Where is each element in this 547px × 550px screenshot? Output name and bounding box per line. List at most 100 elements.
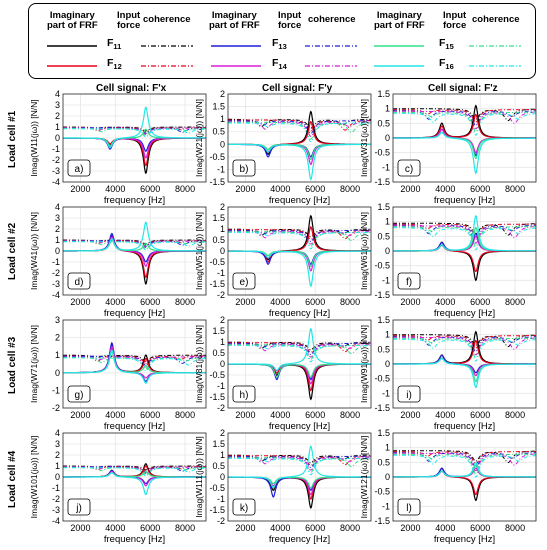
- y-tick-label: 1: [55, 235, 60, 245]
- y-tick-label: -1.5: [374, 177, 390, 187]
- panel-g: 2000 4000 6000 8000 -2 -1 0 1 2 3 frequency [Hz] Im…: [29, 315, 207, 432]
- coherence-line-F14: [228, 456, 371, 471]
- coherence-line-F14: [228, 121, 371, 137]
- x-tick-label: 2000: [400, 184, 420, 194]
- frf-line-F16: [63, 472, 206, 496]
- y-tick-label: -1: [382, 501, 390, 511]
- frf-line-F13: [393, 464, 536, 478]
- panel-b: 2000 4000 6000 8000 -1.5 -1 -0.5 0 0.5 1 1.5 2 frequ…: [194, 89, 372, 206]
- x-axis-label: frequency [Hz]: [104, 421, 165, 432]
- x-tick-label: 6000: [140, 297, 160, 307]
- panel-l: 2000 4000 6000 8000 -1.5 -1 -0.5 0 0.5 1 1.5 freque…: [359, 428, 537, 545]
- x-tick-label: 2000: [400, 297, 420, 307]
- y-tick-label: 3: [55, 439, 60, 449]
- y-tick-label: 1: [385, 443, 390, 453]
- x-tick-label: 4000: [435, 184, 455, 194]
- legend-input-header-line1: Input: [443, 10, 467, 21]
- legend-entry-sub: 14: [278, 62, 287, 72]
- frf-line-F11: [228, 110, 371, 155]
- legend-entry-sub: 13: [278, 42, 287, 52]
- x-tick-label: 8000: [340, 523, 360, 533]
- legend-coherence-header-2: coherence: [308, 14, 356, 25]
- coherence-line-F11: [393, 334, 536, 348]
- frf-line-F16: [393, 214, 536, 252]
- x-axis-label: frequency [Hz]: [434, 421, 495, 432]
- y-tick-label: -1: [217, 164, 225, 174]
- legend-frf-header-2: Imaginary part of FRF: [209, 11, 260, 31]
- legend-entry-label: F: [272, 57, 279, 69]
- y-tick-label: 2: [220, 315, 225, 325]
- coherence-line-F14: [228, 343, 371, 358]
- coherence-line-F15: [63, 240, 206, 250]
- y-tick-label: 0: [55, 368, 60, 378]
- legend-entry-f16: F16: [439, 57, 454, 71]
- axes-frame: [392, 432, 537, 522]
- frf-line-F13: [393, 128, 536, 157]
- y-tick-label: -2: [52, 494, 60, 504]
- y-tick-label: -1.5: [374, 290, 390, 300]
- x-tick-label: 8000: [175, 523, 195, 533]
- x-axis-label: frequency [Hz]: [104, 308, 165, 319]
- coherence-line-F13: [228, 455, 371, 469]
- x-tick-label: 4000: [105, 523, 125, 533]
- y-tick-label: 3: [55, 100, 60, 110]
- coherence-line-F11: [393, 222, 536, 236]
- coherence-line-F16: [393, 338, 536, 362]
- y-tick-label: 0: [385, 246, 390, 256]
- x-tick-label: 8000: [505, 523, 525, 533]
- y-tick-label: -1: [382, 275, 390, 285]
- coherence-line-F15: [393, 453, 536, 475]
- legend-frf-header-line1: Imaginary: [49, 10, 95, 21]
- panel-e: 2000 4000 6000 8000 -2-1.5-1-0.500.511.52 fre…: [194, 202, 372, 319]
- frf-line-F16: [63, 221, 206, 252]
- y-tick-label: 1: [220, 224, 225, 234]
- panel-h: 2000 4000 6000 8000 -2-1.5-1-0.500.511.52 fre…: [194, 315, 372, 432]
- y-tick-label: 1.5: [377, 202, 390, 212]
- column-header-z: Cell signal: F'z: [428, 83, 498, 94]
- y-tick-label: 1: [385, 217, 390, 227]
- legend-entry-f12: F12: [107, 57, 122, 71]
- x-tick-label: 2000: [400, 410, 420, 420]
- y-axis-label: Imag(W91(jω)) [N/N]: [359, 325, 369, 403]
- panel-tag-label: l): [406, 503, 412, 514]
- y-tick-label: 0.5: [377, 118, 390, 128]
- y-tick-label: 0: [220, 139, 225, 149]
- y-tick-label: -4: [52, 177, 60, 187]
- y-axis-label: Imag(W81(jω)) [N/N]: [194, 325, 204, 403]
- coherence-line-F12: [228, 342, 371, 353]
- x-tick-label: 8000: [175, 184, 195, 194]
- panel-tag-label: d): [75, 277, 84, 288]
- y-tick-label: -1.5: [209, 279, 225, 289]
- y-tick-label: -1: [217, 494, 225, 504]
- y-tick-label: -1.5: [209, 392, 225, 402]
- y-tick-label: 4: [55, 428, 60, 438]
- y-tick-label: 0.5: [377, 231, 390, 241]
- x-tick-label: 4000: [435, 410, 455, 420]
- x-tick-label: 4000: [270, 410, 290, 420]
- coherence-line-F16: [393, 227, 536, 251]
- legend-frf-header-line1: Imaginary: [211, 10, 257, 21]
- y-tick-label: 1.5: [377, 428, 390, 438]
- panel-tag-label: k): [240, 503, 248, 514]
- coherence-line-F15: [228, 121, 371, 140]
- axes-frame: [392, 93, 537, 183]
- y-tick-label: 2: [55, 224, 60, 234]
- coherence-line-F15: [63, 127, 206, 137]
- y-tick-label: 1.5: [377, 89, 390, 99]
- panel-tag-box: [397, 272, 421, 290]
- x-tick-label: 8000: [505, 410, 525, 420]
- legend-swatches: [47, 45, 521, 67]
- panel-tag-box: [232, 498, 256, 516]
- y-axis-label: Imag(W51(jω)) [N/N]: [194, 212, 204, 290]
- panel-tag-box: [67, 385, 91, 403]
- y-tick-label: -0.5: [374, 374, 390, 384]
- y-tick-label: 0.5: [377, 457, 390, 467]
- y-tick-label: -1: [382, 388, 390, 398]
- y-tick-label: 2: [55, 111, 60, 121]
- y-axis-label: Imag(W111(jω)) [N/N]: [194, 436, 204, 517]
- axes-frame: [62, 93, 207, 183]
- y-tick-label: 0: [385, 359, 390, 369]
- panel-c: 2000 4000 6000 8000 -1.5 -1 -0.5 0 0.5 1 1.5 freque…: [359, 89, 537, 206]
- y-tick-label: -0.5: [209, 370, 225, 380]
